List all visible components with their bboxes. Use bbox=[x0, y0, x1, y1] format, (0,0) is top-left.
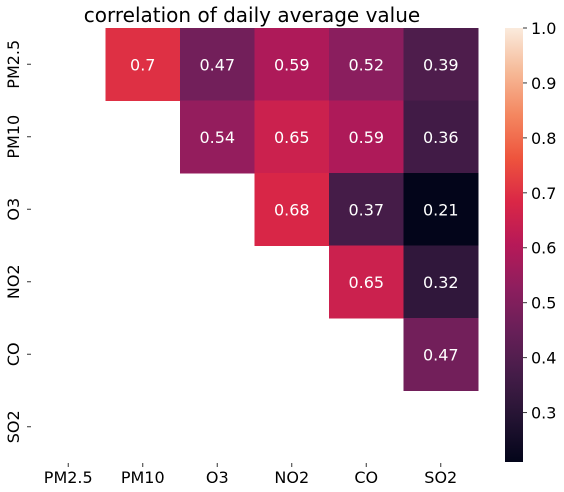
cell-value-label: 0.36 bbox=[423, 128, 459, 147]
colorbar-tick-label: 0.3 bbox=[531, 404, 556, 423]
y-tick-label: PM10 bbox=[4, 115, 23, 159]
cell-value-label: 0.59 bbox=[274, 55, 310, 74]
y-tick-label: O3 bbox=[4, 198, 23, 221]
x-axis: PM2.5 PM10 O3 NO2 CO SO2 bbox=[44, 463, 457, 487]
heatmap-cell bbox=[254, 100, 330, 174]
x-tick-label: CO bbox=[354, 468, 378, 487]
heatmap-cell bbox=[403, 100, 479, 174]
colorbar-gradient bbox=[505, 28, 523, 462]
heatmap-cells: 0.7 0.47 0.59 0.52 0.39 0.54 0.65 0.59 0.36 0.68 0… bbox=[105, 28, 479, 391]
x-tick-label: O3 bbox=[206, 468, 229, 487]
heatmap-cell bbox=[254, 28, 330, 101]
cell-value-label: 0.39 bbox=[423, 55, 459, 74]
cell-value-label: 0.21 bbox=[423, 200, 459, 219]
cell-value-label: 0.52 bbox=[348, 55, 384, 74]
heatmap-cell bbox=[329, 173, 404, 246]
y-tick-label: NO2 bbox=[4, 264, 23, 299]
heatmap-cell bbox=[329, 100, 404, 174]
cell-value-label: 0.7 bbox=[130, 55, 155, 74]
heatmap-cell bbox=[403, 245, 479, 319]
colorbar-tick-label: 0.4 bbox=[531, 349, 556, 368]
x-tick-label: SO2 bbox=[424, 468, 457, 487]
cell-value-label: 0.47 bbox=[199, 55, 235, 74]
cell-value-label: 0.37 bbox=[348, 200, 384, 219]
cell-value-label: 0.54 bbox=[199, 128, 235, 147]
heatmap-cell bbox=[254, 173, 330, 246]
cell-value-label: 0.47 bbox=[423, 345, 459, 364]
colorbar-tick-label: 0.6 bbox=[531, 239, 556, 258]
y-tick-label: PM2.5 bbox=[4, 40, 23, 89]
colorbar-tick-label: 0.7 bbox=[531, 184, 556, 203]
heatmap-cell bbox=[403, 28, 479, 101]
cell-value-label: 0.65 bbox=[348, 273, 384, 292]
heatmap-cell bbox=[180, 100, 255, 174]
heatmap-cell bbox=[403, 173, 479, 246]
y-axis: PM2.5 PM10 O3 NO2 CO SO2 bbox=[4, 40, 31, 443]
heatmap-cell bbox=[403, 318, 479, 391]
heatmap-cell bbox=[180, 28, 255, 101]
colorbar: 0.3 0.4 0.5 0.6 0.7 0.8 0.9 1.0 bbox=[505, 19, 556, 462]
y-tick-label: CO bbox=[4, 342, 23, 366]
chart-title: correlation of daily average value bbox=[84, 3, 420, 27]
colorbar-tick-label: 0.5 bbox=[531, 294, 556, 313]
cell-value-label: 0.59 bbox=[348, 128, 384, 147]
cell-value-label: 0.65 bbox=[274, 128, 310, 147]
cell-value-label: 0.68 bbox=[274, 200, 310, 219]
heatmap-cell bbox=[105, 28, 181, 101]
colorbar-tick-label: 1.0 bbox=[531, 19, 556, 38]
x-tick-label: PM2.5 bbox=[44, 468, 93, 487]
colorbar-tick-label: 0.9 bbox=[531, 74, 556, 93]
heatmap-cell bbox=[329, 245, 404, 319]
heatmap-cell bbox=[329, 28, 404, 101]
y-tick-label: SO2 bbox=[4, 410, 23, 443]
x-tick-label: NO2 bbox=[274, 468, 309, 487]
x-tick-label: PM10 bbox=[121, 468, 165, 487]
cell-value-label: 0.32 bbox=[423, 273, 459, 292]
colorbar-tick-label: 0.8 bbox=[531, 129, 556, 148]
